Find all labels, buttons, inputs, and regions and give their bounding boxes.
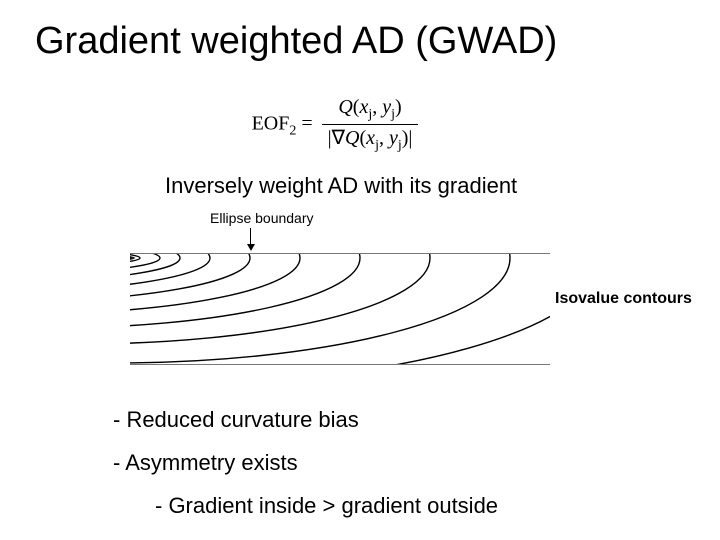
formula-numerator: Q(xj, yj) [322, 96, 419, 125]
bullet-asymmetry: - Asymmetry exists [113, 450, 298, 476]
ellipse-boundary-label: Ellipse boundary [210, 210, 314, 226]
bullet-gradient-inside: - Gradient inside > gradient outside [155, 493, 498, 519]
slide-title: Gradient weighted AD (GWAD) [35, 20, 557, 63]
formula-eof2: EOF2 = Q(xj, yj) |∇Q(xj, yj)| [195, 96, 475, 154]
arrow-down-icon [245, 228, 257, 252]
contour-diagram [130, 253, 550, 365]
formula-eq: = [296, 112, 317, 134]
isovalue-contours-label: Isovalue contours [555, 290, 692, 308]
bullet-reduced-curvature: - Reduced curvature bias [113, 407, 359, 433]
slide: Gradient weighted AD (GWAD) EOF2 = Q(xj,… [0, 0, 720, 540]
formula-lhs: EOF [252, 112, 290, 134]
caption-inversely-weight: Inversely weight AD with its gradient [165, 173, 517, 199]
contour-svg [130, 254, 550, 364]
formula-denominator: |∇Q(xj, yj)| [322, 125, 419, 153]
formula-fraction: Q(xj, yj) |∇Q(xj, yj)| [322, 96, 419, 154]
